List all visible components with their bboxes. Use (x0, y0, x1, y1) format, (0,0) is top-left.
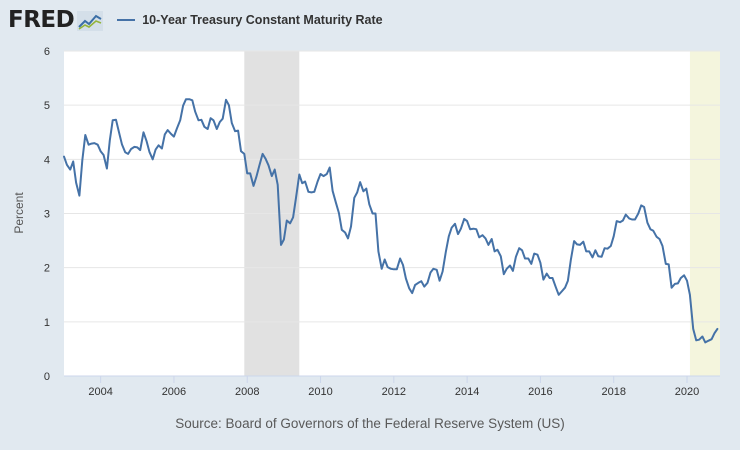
x-tick-label: 2016 (528, 386, 552, 398)
x-tick-label: 2020 (675, 386, 699, 398)
x-tick-label: 2012 (382, 386, 406, 398)
source-note: Source: Board of Governors of the Federa… (0, 416, 740, 431)
x-tick-label: 2018 (601, 386, 625, 398)
y-axis-label: Percent (12, 192, 26, 234)
x-tick-label: 2008 (235, 386, 259, 398)
y-tick-label: 6 (44, 46, 50, 58)
x-tick-label: 2010 (308, 386, 332, 398)
y-tick-label: 4 (44, 154, 50, 166)
x-tick-label: 2004 (88, 386, 112, 398)
x-tick-label: 2014 (455, 386, 479, 398)
y-tick-label: 0 (44, 371, 50, 383)
y-tick-label: 5 (44, 100, 50, 112)
y-tick-label: 3 (44, 209, 50, 221)
x-tick-label: 2006 (162, 386, 186, 398)
y-tick-label: 2 (44, 263, 50, 275)
chart[interactable]: 0 1 2 3 4 5 6 2004 2006 2008 2010 2012 2014 2016 2018 2… (0, 0, 740, 412)
y-tick-label: 1 (44, 317, 50, 329)
